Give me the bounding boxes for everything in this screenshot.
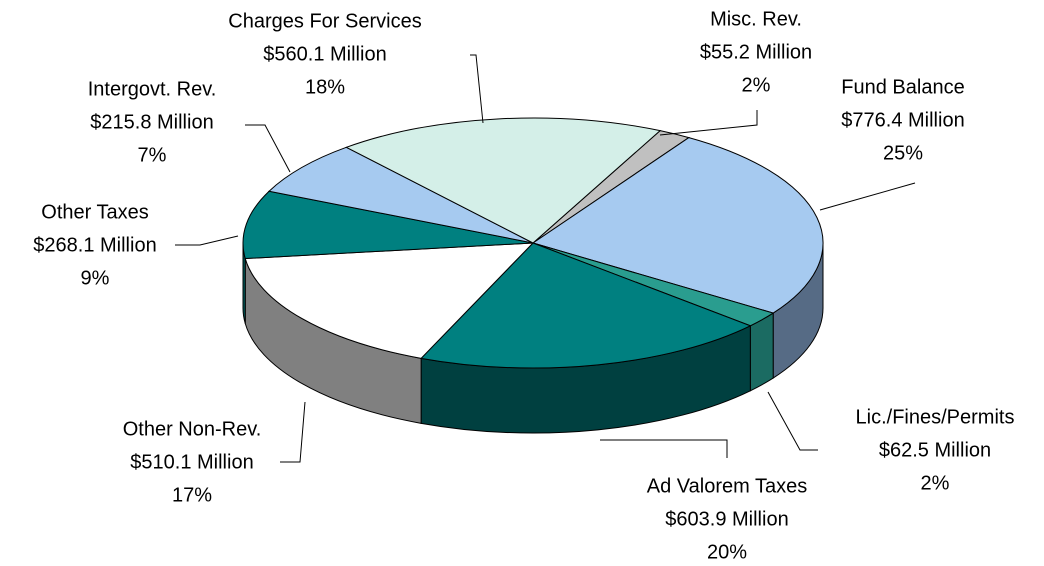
slice-label: Fund Balance: [841, 76, 964, 98]
value-label: $603.9 Million: [665, 508, 788, 530]
slice-label: Ad Valorem Taxes: [647, 475, 807, 497]
leader-line: [470, 54, 484, 124]
pie-slice: [531, 137, 824, 314]
share-label: 2%: [742, 74, 771, 96]
pie-slice: [268, 146, 534, 244]
value-label: $776.4 Million: [841, 109, 964, 131]
share-label: 2%: [921, 472, 950, 494]
pie-slice: [244, 242, 535, 359]
share-label: 17%: [172, 484, 212, 506]
share-label: 20%: [707, 541, 747, 563]
leader-line: [659, 110, 758, 136]
slice-label: Other Taxes: [41, 201, 148, 223]
value-label: $560.1 Million: [263, 43, 386, 65]
leader-line: [600, 439, 728, 458]
value-label: $215.8 Million: [90, 111, 213, 133]
value-label: $55.2 Million: [700, 41, 812, 63]
share-label: 25%: [883, 142, 923, 164]
slice-label: Lic./Fines/Permits: [856, 406, 1015, 428]
share-label: 7%: [138, 144, 167, 166]
share-label: 18%: [305, 76, 345, 98]
leader-line: [245, 124, 291, 173]
labels: Misc. Rev. $55.2 Million 2% Fund Balance $77…: [33, 8, 1014, 563]
slice-label: Intergovt. Rev.: [88, 78, 217, 100]
pie-slice: [242, 190, 534, 260]
share-label: 9%: [81, 267, 110, 289]
slice-label: Misc. Rev.: [710, 8, 802, 30]
value-label: $62.5 Million: [879, 439, 991, 461]
leader-line: [767, 391, 818, 451]
pie-slice: [345, 117, 662, 244]
pie-side: [749, 312, 774, 392]
value-label: $268.1 Million: [33, 234, 156, 256]
value-label: $510.1 Million: [130, 451, 253, 473]
pie-slice: [420, 242, 752, 369]
slice-label: Other Non-Rev.: [123, 418, 262, 440]
pie-tops: [242, 117, 824, 369]
leader-line: [175, 235, 239, 246]
leader-line: [280, 401, 306, 463]
slice-label: Charges For Services: [228, 10, 421, 32]
leader-line: [819, 182, 916, 211]
